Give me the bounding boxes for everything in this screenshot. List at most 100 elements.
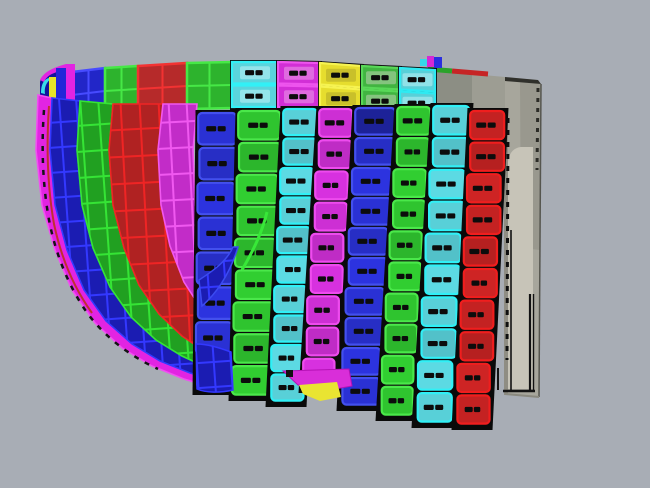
hull-plate-green[interactable] bbox=[232, 301, 275, 332]
hull-plate-cyan[interactable] bbox=[276, 225, 312, 255]
hull-plate-cyan[interactable] bbox=[424, 264, 462, 296]
sheer-plate-pair-cyan[interactable] bbox=[230, 60, 280, 111]
hull-plate-red[interactable] bbox=[459, 299, 495, 330]
bottom-plate-yellow bbox=[299, 382, 341, 401]
hull-plate-green[interactable] bbox=[392, 168, 428, 198]
plate-id-label bbox=[350, 358, 370, 364]
hull-plate-red[interactable] bbox=[469, 109, 506, 141]
label-glyph-block bbox=[246, 186, 257, 192]
hull-plate-magenta[interactable] bbox=[313, 201, 349, 232]
plate-id-label bbox=[407, 77, 426, 83]
sheer-plate-pair-magenta[interactable] bbox=[276, 60, 322, 112]
hull-plate-cyan[interactable] bbox=[416, 392, 453, 423]
hull-plate-magenta[interactable] bbox=[305, 326, 340, 357]
hull-plate-blue[interactable] bbox=[344, 286, 386, 316]
hull-plate-blue[interactable] bbox=[196, 181, 236, 216]
hull-plate-cyan[interactable] bbox=[276, 255, 312, 284]
hull-plate-cyan[interactable] bbox=[273, 284, 309, 314]
hull-plate-magenta[interactable] bbox=[314, 170, 349, 201]
plate-id-label bbox=[472, 217, 493, 223]
label-glyph-block bbox=[300, 119, 309, 125]
hull-plate-green[interactable] bbox=[395, 137, 431, 167]
hull-plate-cyan[interactable] bbox=[416, 360, 454, 391]
plate-id-label bbox=[464, 375, 481, 381]
hull-plate-green[interactable] bbox=[392, 199, 427, 230]
hull-plate-green[interactable] bbox=[237, 141, 282, 173]
plate-id-label bbox=[285, 178, 306, 184]
hull-plate-green[interactable] bbox=[234, 269, 278, 301]
hull-plate-cyan[interactable] bbox=[428, 168, 467, 200]
hull-plate-green[interactable] bbox=[235, 173, 280, 205]
hull-plate-red[interactable] bbox=[465, 173, 502, 204]
plate-id-label bbox=[353, 328, 374, 334]
label-glyph-block bbox=[439, 340, 448, 347]
plate-id-label bbox=[431, 277, 452, 283]
hull-plate-red[interactable] bbox=[462, 267, 498, 299]
label-glyph-block bbox=[243, 345, 254, 352]
label-glyph-block bbox=[314, 307, 323, 313]
hull-plate-green[interactable] bbox=[380, 354, 415, 385]
hull-plate-blue[interactable] bbox=[354, 136, 397, 166]
label-glyph-block bbox=[216, 300, 225, 306]
plate-id-label bbox=[469, 248, 489, 255]
label-glyph-block bbox=[322, 213, 331, 220]
hull-plate-green[interactable] bbox=[396, 105, 432, 136]
hull-plate-blue[interactable] bbox=[197, 111, 238, 146]
hull-plate-blue[interactable] bbox=[344, 316, 386, 346]
hull-plate-red[interactable] bbox=[456, 362, 491, 394]
plate-id-label bbox=[435, 213, 456, 219]
hull-plate-blue[interactable] bbox=[350, 196, 393, 226]
label-glyph-block bbox=[318, 245, 327, 251]
hull-plate-green[interactable] bbox=[384, 323, 419, 354]
hull-plate-cyan[interactable] bbox=[282, 107, 319, 137]
label-glyph-block bbox=[423, 404, 434, 410]
hull-plate-magenta[interactable] bbox=[310, 232, 345, 263]
label-glyph-block bbox=[206, 230, 217, 236]
plate-id-label bbox=[313, 338, 330, 345]
label-glyph-block bbox=[443, 277, 452, 283]
label-glyph-block bbox=[439, 149, 450, 155]
hull-plate-red[interactable] bbox=[465, 204, 502, 236]
hull-plate-blue[interactable] bbox=[354, 106, 397, 136]
hull-plate-red[interactable] bbox=[459, 331, 495, 362]
hull-plate-magenta[interactable] bbox=[317, 139, 353, 170]
hull-plate-red[interactable] bbox=[469, 141, 506, 172]
label-glyph-block bbox=[435, 372, 444, 379]
sheer-grid-panel-green[interactable] bbox=[185, 60, 234, 111]
hull-plate-cyan[interactable] bbox=[428, 200, 466, 232]
hull-plate-cyan[interactable] bbox=[431, 136, 470, 168]
label-glyph-block bbox=[360, 208, 371, 214]
hull-plate-blue[interactable] bbox=[347, 256, 389, 286]
hull-plate-magenta[interactable] bbox=[306, 295, 340, 326]
hull-plate-green[interactable] bbox=[384, 292, 419, 323]
label-glyph-block bbox=[375, 118, 384, 124]
hull-plate-magenta[interactable] bbox=[318, 107, 354, 138]
hull-plate-blue[interactable] bbox=[198, 146, 239, 181]
hull-plate-green[interactable] bbox=[388, 230, 423, 261]
hull-plate-green[interactable] bbox=[380, 385, 415, 416]
hull-plate-green[interactable] bbox=[388, 261, 423, 292]
hull-plate-cyan[interactable] bbox=[282, 137, 319, 166]
hull-plate-cyan[interactable] bbox=[279, 196, 315, 225]
hull-plate-cyan[interactable] bbox=[432, 104, 471, 136]
hull-plate-blue[interactable] bbox=[347, 226, 389, 256]
hull-plate-cyan[interactable] bbox=[270, 343, 305, 373]
hull-plate-blue[interactable] bbox=[197, 216, 237, 251]
plate-id-label bbox=[402, 118, 423, 124]
hull-plate-blue[interactable] bbox=[350, 166, 393, 196]
plate-id-label bbox=[364, 148, 384, 154]
hull-plate-green[interactable] bbox=[230, 365, 273, 396]
hull-plate-cyan[interactable] bbox=[420, 296, 458, 327]
hull-plate-cyan[interactable] bbox=[420, 328, 458, 359]
hull-plate-cyan[interactable] bbox=[279, 166, 315, 196]
hull-plate-magenta[interactable] bbox=[309, 264, 344, 295]
hull-plate-red[interactable] bbox=[456, 394, 491, 425]
label-glyph-block bbox=[294, 266, 301, 273]
hull-plate-green[interactable] bbox=[236, 205, 280, 237]
hull-plate-green[interactable] bbox=[237, 109, 282, 141]
hull-plate-cyan[interactable] bbox=[424, 232, 462, 264]
hull-plate-red[interactable] bbox=[462, 236, 499, 267]
sheer-plate-pair-green[interactable] bbox=[360, 64, 402, 117]
